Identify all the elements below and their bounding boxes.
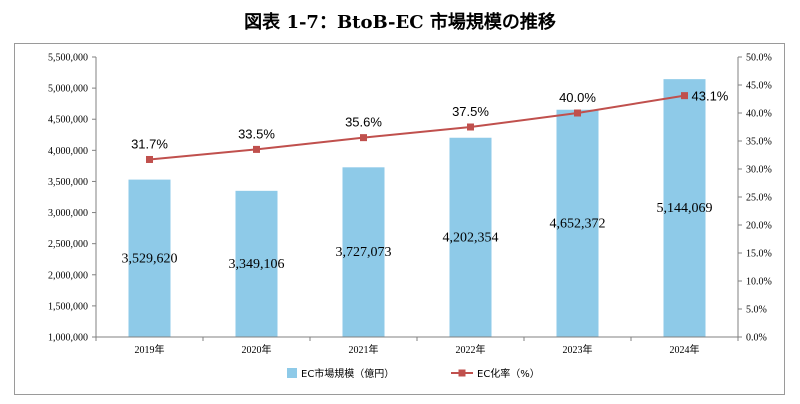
- right-tick-label: 35.0%: [746, 137, 772, 148]
- bar-value-label: 3,727,073: [336, 245, 392, 260]
- line-value-labels: 31.7% 33.5% 35.6% 37.5% 40.0% 43.1%: [131, 89, 729, 152]
- right-tick-label: 15.0%: [746, 249, 772, 260]
- line-path: [149, 94, 685, 161]
- line-value-label: 43.1%: [692, 89, 729, 104]
- legend: EC市場規模（億円） EC化率（%）: [287, 367, 540, 380]
- line-marker: [467, 123, 474, 131]
- left-tick-label: 3,000,000: [48, 208, 88, 219]
- left-tick-label: 5,000,000: [48, 84, 88, 95]
- line-value-label: 37.5%: [452, 104, 489, 119]
- right-tick-label: 25.0%: [746, 193, 772, 204]
- right-tick-label: 20.0%: [746, 221, 772, 232]
- line-marker: [681, 92, 688, 100]
- category-labels: 2019年 2020年 2021年 2022年 2023年 2024年: [135, 343, 700, 356]
- legend-bar-swatch: [287, 368, 297, 378]
- legend-line-marker: [458, 369, 466, 377]
- line-value-label: 40.0%: [559, 90, 596, 105]
- category-label: 2024年: [670, 343, 700, 356]
- bar-value-label: 3,349,106: [229, 257, 285, 272]
- right-tick-label: 5.0%: [746, 305, 767, 316]
- chart-title: 図表 1-7：BtoB-EC 市場規模の推移: [244, 12, 556, 33]
- line-marker: [360, 134, 367, 142]
- axes: [95, 57, 739, 341]
- bar-value-label: 3,529,620: [122, 251, 178, 266]
- bar: [235, 190, 278, 337]
- left-tick-label: 4,500,000: [48, 115, 88, 126]
- category-label: 2021年: [349, 343, 379, 356]
- left-tick-label: 1,500,000: [48, 301, 88, 312]
- category-label: 2022年: [456, 343, 486, 356]
- line-series: [146, 92, 688, 163]
- left-axis-ticks: 1,000,000 1,500,000 2,000,000 2,500,000 3,00…: [48, 53, 96, 344]
- right-tick-label: 50.0%: [746, 53, 772, 64]
- category-label: 2023年: [563, 343, 593, 356]
- bar-value-label: 4,202,354: [443, 230, 499, 245]
- left-tick-label: 2,000,000: [48, 270, 88, 281]
- line-marker: [146, 155, 153, 163]
- right-tick-label: 30.0%: [746, 165, 772, 176]
- legend-line-label: EC化率（%）: [477, 367, 540, 380]
- category-label: 2020年: [242, 343, 272, 356]
- bar: [128, 179, 171, 337]
- bar: [342, 167, 385, 337]
- right-tick-label: 40.0%: [746, 109, 772, 120]
- legend-bar-label: EC市場規模（億円）: [301, 367, 394, 380]
- left-tick-label: 2,500,000: [48, 239, 88, 250]
- bar-value-label: 4,652,372: [550, 216, 606, 231]
- right-tick-label: 10.0%: [746, 277, 772, 288]
- right-axis-ticks: 0.0% 5.0% 10.0% 15.0% 20.0% 25.0% 30.0% 35.0% 40…: [738, 53, 772, 344]
- line-value-label: 31.7%: [131, 136, 168, 151]
- bar: [663, 79, 706, 337]
- line-marker: [253, 145, 260, 153]
- bar-value-labels: 3,529,620 3,349,106 3,727,073 4,202,354 4,65…: [122, 201, 713, 272]
- category-label: 2019年: [135, 343, 165, 356]
- bar-value-label: 5,144,069: [657, 201, 713, 216]
- bar: [556, 109, 599, 337]
- bar-series: [128, 79, 706, 337]
- line-value-label: 35.6%: [345, 115, 382, 130]
- line-marker: [574, 109, 581, 117]
- left-tick-label: 1,000,000: [48, 333, 88, 344]
- right-tick-label: 0.0%: [746, 333, 767, 344]
- line-value-label: 33.5%: [238, 126, 275, 141]
- left-tick-label: 5,500,000: [48, 53, 88, 64]
- left-tick-label: 3,500,000: [48, 177, 88, 188]
- right-tick-label: 45.0%: [746, 81, 772, 92]
- bar: [449, 137, 492, 337]
- left-tick-label: 4,000,000: [48, 146, 88, 157]
